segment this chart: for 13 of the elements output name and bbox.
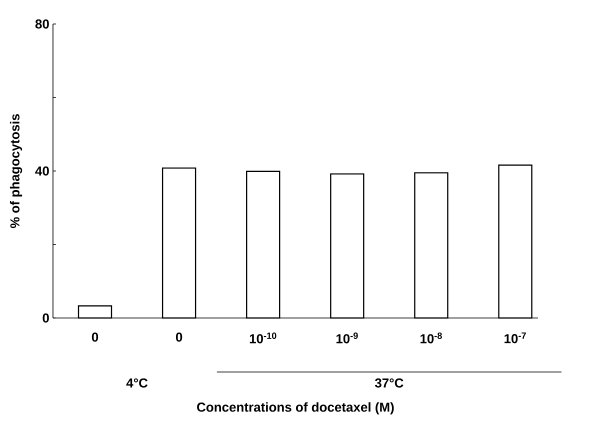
x-tick-label: 0 [92,332,98,342]
x-tick-label: 10$^{-10}$ [250,332,276,344]
x-axis-title: Concentrations of docetaxel (M) [197,402,394,414]
x-tick-label: 10$^{-7}$ [504,332,526,344]
y-tick-label: 0 [42,313,49,323]
x-tick-label: 10$^{-9}$ [336,332,358,344]
x-tick-label: 0 [176,332,182,342]
y-tick-label: 80 [35,19,49,29]
y-axis-title: % of phagocytosis [10,114,22,228]
text: 37°C [374,378,404,388]
text: 4°C [126,378,148,388]
x-tick-label: 10$^{-8}$ [420,332,442,344]
y-tick-label: 40 [35,166,49,176]
